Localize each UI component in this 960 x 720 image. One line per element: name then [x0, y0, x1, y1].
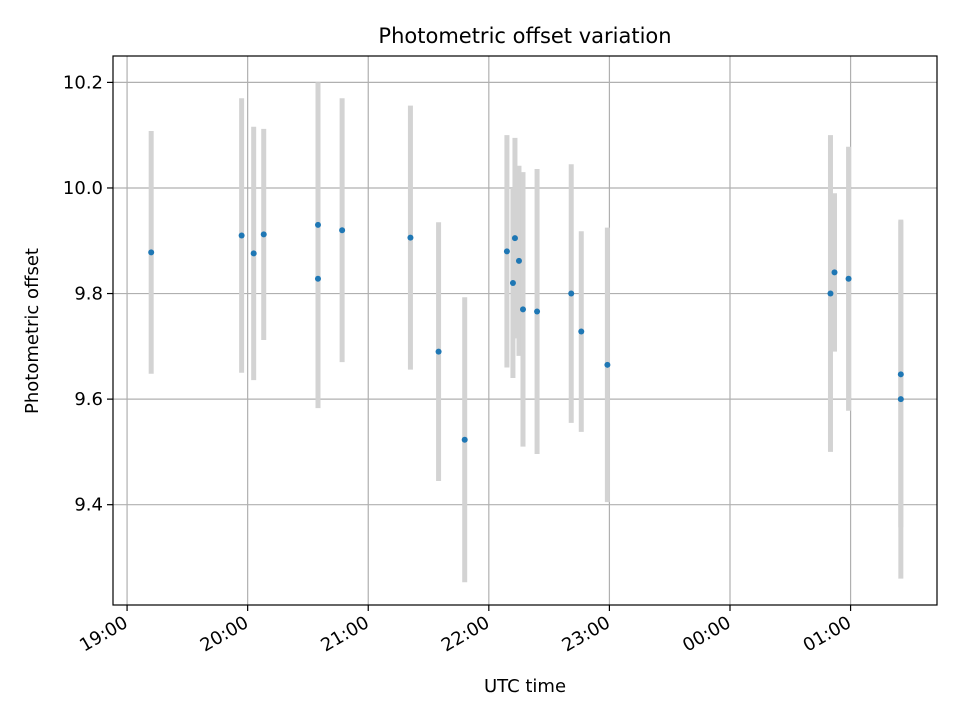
data-point: [515, 257, 522, 264]
data-point: [314, 221, 321, 228]
data-point: [897, 371, 904, 378]
chart-title: Photometric offset variation: [378, 24, 671, 48]
data-point: [435, 348, 442, 355]
data-point: [519, 306, 526, 313]
data-point: [503, 248, 510, 255]
y-axis-label: Photometric offset: [22, 248, 43, 414]
data-point: [407, 234, 414, 241]
data-points: [148, 221, 904, 443]
data-point: [827, 290, 834, 297]
y-tick-label: 9.6: [74, 389, 103, 410]
y-tick-label: 9.8: [74, 284, 103, 305]
data-point: [238, 232, 245, 239]
data-point: [845, 275, 852, 282]
data-point: [897, 396, 904, 403]
x-axis-label: UTC time: [484, 676, 566, 697]
data-point: [604, 361, 611, 368]
data-point: [568, 290, 575, 297]
data-point: [260, 231, 267, 238]
data-point: [509, 279, 516, 286]
data-point: [148, 249, 155, 256]
data-point: [461, 436, 468, 443]
y-tick-label: 10.2: [63, 72, 103, 93]
data-point: [314, 275, 321, 282]
data-point: [339, 227, 346, 234]
data-point: [831, 269, 838, 276]
data-point: [578, 328, 585, 335]
data-point: [250, 250, 257, 257]
data-point: [534, 308, 541, 315]
data-point: [511, 235, 518, 242]
y-tick-label: 9.4: [74, 495, 103, 516]
y-tick-label: 10.0: [63, 178, 103, 199]
plot-frame: [112, 55, 938, 606]
